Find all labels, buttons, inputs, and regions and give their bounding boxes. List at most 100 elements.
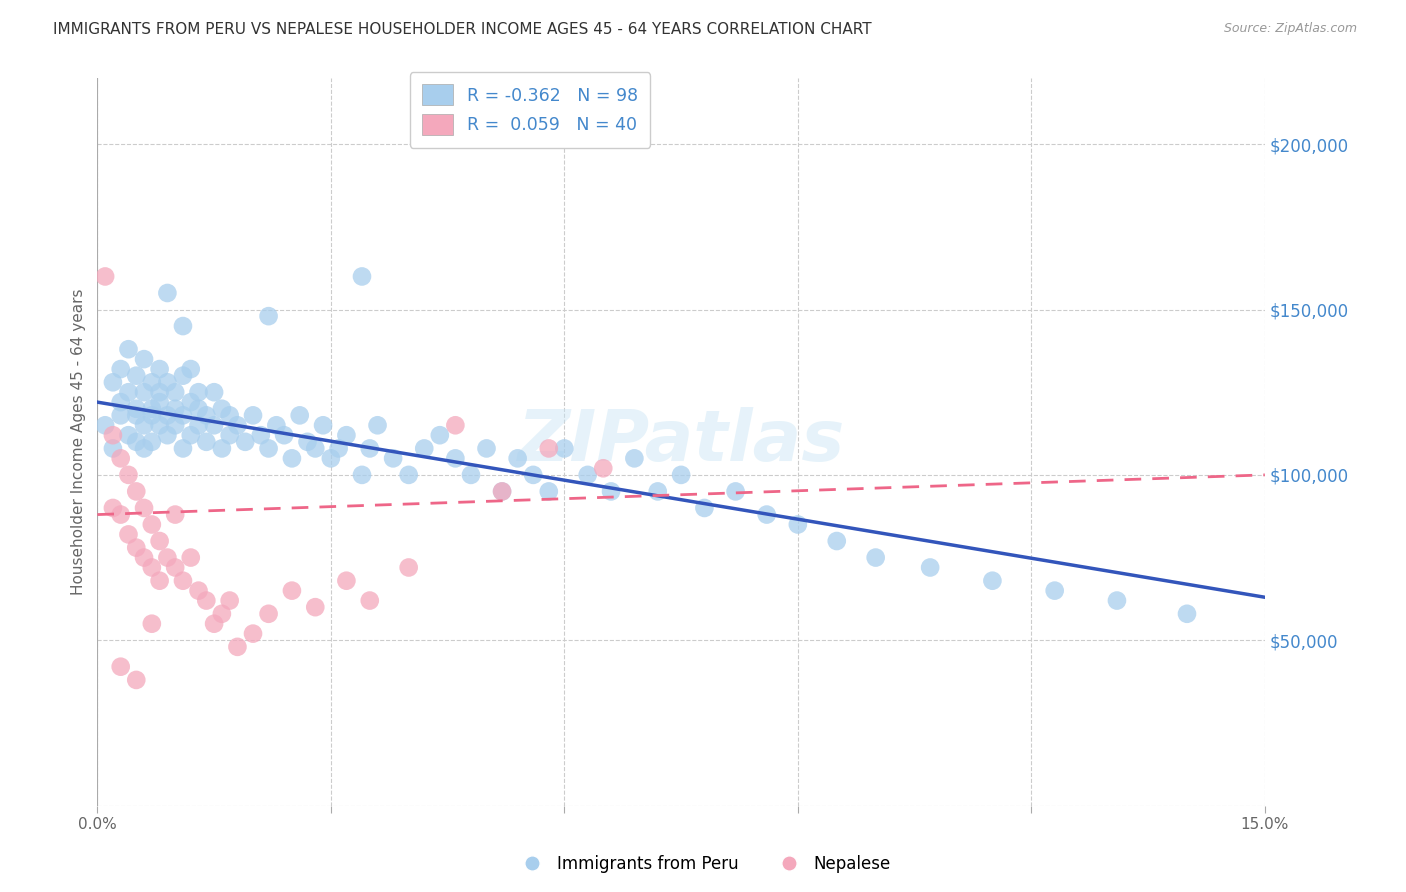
- Point: [125, 434, 148, 449]
- Point: [319, 451, 342, 466]
- Point: [180, 550, 202, 565]
- Point: [141, 616, 163, 631]
- Point: [281, 583, 304, 598]
- Point: [165, 385, 187, 400]
- Point: [211, 401, 233, 416]
- Point: [1105, 593, 1128, 607]
- Point: [522, 467, 544, 482]
- Point: [226, 418, 249, 433]
- Point: [187, 583, 209, 598]
- Point: [141, 409, 163, 423]
- Point: [359, 442, 381, 456]
- Point: [132, 418, 155, 433]
- Point: [125, 541, 148, 555]
- Point: [149, 574, 172, 588]
- Point: [165, 418, 187, 433]
- Point: [328, 442, 350, 456]
- Point: [825, 534, 848, 549]
- Point: [117, 428, 139, 442]
- Point: [249, 428, 271, 442]
- Point: [865, 550, 887, 565]
- Point: [382, 451, 405, 466]
- Point: [693, 500, 716, 515]
- Point: [195, 434, 218, 449]
- Point: [180, 395, 202, 409]
- Point: [165, 401, 187, 416]
- Point: [413, 442, 436, 456]
- Point: [202, 616, 225, 631]
- Point: [141, 560, 163, 574]
- Point: [350, 269, 373, 284]
- Point: [218, 409, 240, 423]
- Point: [444, 418, 467, 433]
- Point: [1175, 607, 1198, 621]
- Point: [195, 409, 218, 423]
- Point: [281, 451, 304, 466]
- Point: [202, 418, 225, 433]
- Point: [273, 428, 295, 442]
- Point: [304, 442, 326, 456]
- Point: [233, 434, 256, 449]
- Point: [429, 428, 451, 442]
- Point: [125, 401, 148, 416]
- Point: [211, 607, 233, 621]
- Point: [180, 428, 202, 442]
- Point: [94, 269, 117, 284]
- Point: [506, 451, 529, 466]
- Point: [156, 550, 179, 565]
- Point: [125, 368, 148, 383]
- Point: [202, 385, 225, 400]
- Point: [149, 395, 172, 409]
- Point: [257, 442, 280, 456]
- Point: [335, 428, 357, 442]
- Point: [156, 409, 179, 423]
- Point: [110, 659, 132, 673]
- Point: [359, 593, 381, 607]
- Point: [172, 368, 194, 383]
- Point: [491, 484, 513, 499]
- Point: [647, 484, 669, 499]
- Point: [226, 640, 249, 654]
- Point: [553, 442, 575, 456]
- Text: IMMIGRANTS FROM PERU VS NEPALESE HOUSEHOLDER INCOME AGES 45 - 64 YEARS CORRELATI: IMMIGRANTS FROM PERU VS NEPALESE HOUSEHO…: [53, 22, 872, 37]
- Point: [165, 560, 187, 574]
- Point: [117, 467, 139, 482]
- Legend: Immigrants from Peru, Nepalese: Immigrants from Peru, Nepalese: [509, 848, 897, 880]
- Point: [132, 352, 155, 367]
- Point: [132, 442, 155, 456]
- Point: [156, 428, 179, 442]
- Point: [491, 484, 513, 499]
- Point: [981, 574, 1004, 588]
- Point: [312, 418, 335, 433]
- Point: [132, 500, 155, 515]
- Legend: R = -0.362   N = 98, R =  0.059   N = 40: R = -0.362 N = 98, R = 0.059 N = 40: [409, 72, 650, 147]
- Point: [125, 409, 148, 423]
- Point: [187, 401, 209, 416]
- Point: [141, 376, 163, 390]
- Point: [141, 401, 163, 416]
- Point: [786, 517, 808, 532]
- Point: [156, 285, 179, 300]
- Point: [623, 451, 645, 466]
- Point: [94, 418, 117, 433]
- Point: [475, 442, 498, 456]
- Point: [149, 418, 172, 433]
- Point: [335, 574, 357, 588]
- Point: [297, 434, 319, 449]
- Point: [669, 467, 692, 482]
- Point: [110, 409, 132, 423]
- Point: [350, 467, 373, 482]
- Point: [398, 560, 420, 574]
- Point: [156, 376, 179, 390]
- Point: [180, 362, 202, 376]
- Point: [218, 428, 240, 442]
- Point: [537, 442, 560, 456]
- Point: [288, 409, 311, 423]
- Point: [172, 574, 194, 588]
- Point: [110, 395, 132, 409]
- Point: [600, 484, 623, 499]
- Point: [920, 560, 942, 574]
- Point: [257, 607, 280, 621]
- Point: [110, 508, 132, 522]
- Point: [257, 309, 280, 323]
